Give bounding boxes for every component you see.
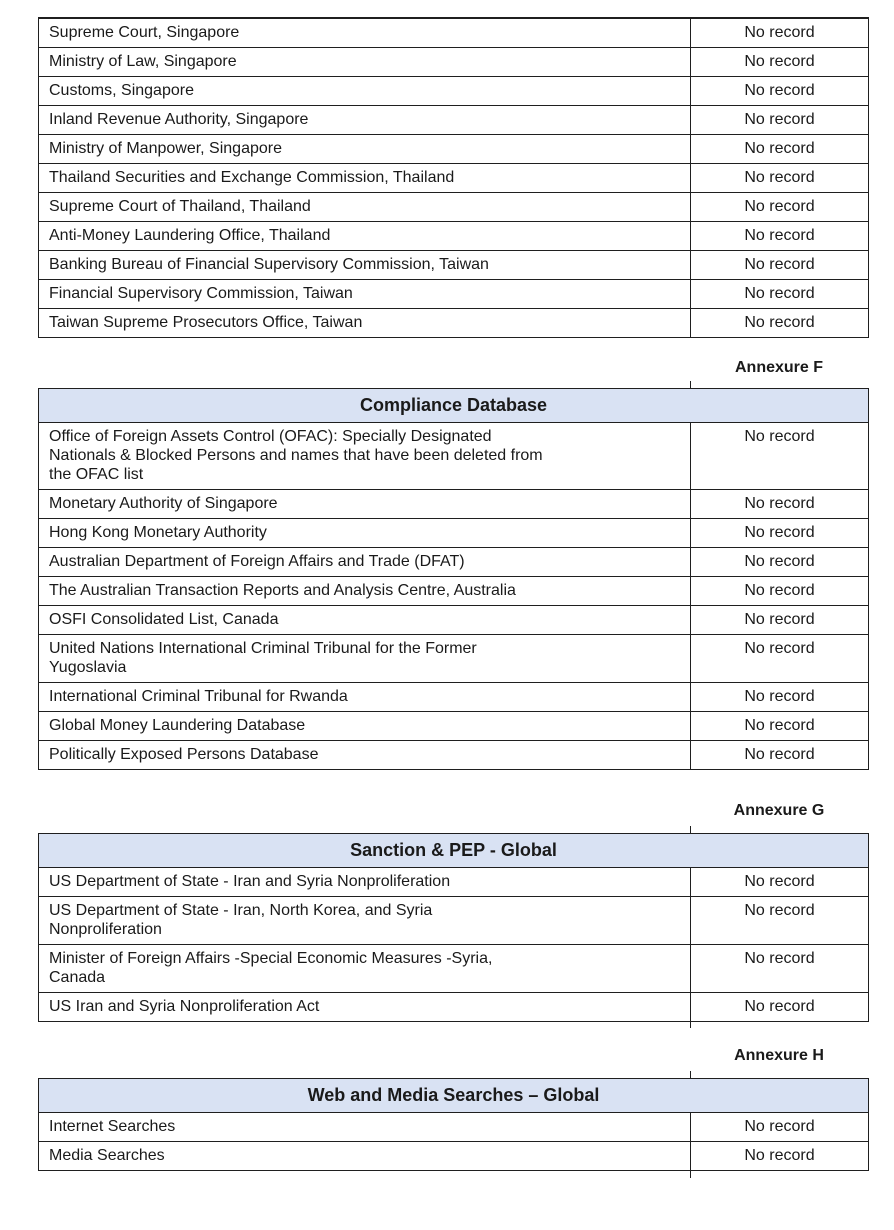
web-media-searches-table: Web and Media Searches – Global Internet… [38,1078,869,1171]
result-cell: No record [744,24,815,41]
source-name-cell: Office of Foreign Assets Control (OFAC):… [39,423,691,489]
table-row: Hong Kong Monetary Authority No record [39,518,868,547]
table-row: The Australian Transaction Reports and A… [39,576,868,605]
annexure-label-h: Annexure H [734,1047,824,1064]
annexure-label-g: Annexure G [733,802,825,819]
result-cell: No record [744,495,815,512]
result-cell: No record [744,950,815,967]
sanction-pep-global-table: Sanction & PEP - Global US Department of… [38,833,869,1022]
source-name-cell: Supreme Court, Singapore [39,19,691,47]
result-cell: No record [744,1118,815,1135]
source-name-cell: Inland Revenue Authority, Singapore [39,106,691,134]
table-row: Monetary Authority of Singapore No recor… [39,489,868,518]
table-row: Australian Department of Foreign Affairs… [39,547,868,576]
table-row: Internet Searches No record [39,1112,868,1141]
source-name-cell: Politically Exposed Persons Database [39,741,691,769]
table-row: Customs, Singapore No record [39,76,868,105]
source-name-cell: Financial Supervisory Commission, Taiwan [39,280,691,308]
table-row: Banking Bureau of Financial Supervisory … [39,250,868,279]
source-name-cell: Minister of Foreign Affairs -Special Eco… [39,945,691,992]
result-cell: No record [744,746,815,763]
result-cell: No record [744,524,815,541]
table-row: Minister of Foreign Affairs -Special Eco… [39,944,868,992]
result-cell: No record [744,873,815,890]
table-row: OSFI Consolidated List, Canada No record [39,605,868,634]
result-cell: No record [744,82,815,99]
result-cell: No record [744,582,815,599]
result-cell: No record [744,611,815,628]
result-cell: No record [744,169,815,186]
source-name-cell: OSFI Consolidated List, Canada [39,606,691,634]
table-row: US Department of State - Iran, North Kor… [39,896,868,944]
result-cell: No record [744,1147,815,1164]
source-name-cell: Taiwan Supreme Prosecutors Office, Taiwa… [39,309,691,337]
result-cell: No record [744,111,815,128]
table-row: Supreme Court of Thailand, Thailand No r… [39,192,868,221]
table-row: Global Money Laundering Database No reco… [39,711,868,740]
source-name-cell: Supreme Court of Thailand, Thailand [39,193,691,221]
result-cell: No record [744,640,815,657]
column-divider-tick [690,1071,691,1078]
source-name-cell: US Iran and Syria Nonproliferation Act [39,993,691,1021]
table-row: Ministry of Manpower, Singapore No recor… [39,134,868,163]
source-name-cell: Anti-Money Laundering Office, Thailand [39,222,691,250]
source-name-cell: US Department of State - Iran and Syria … [39,868,691,896]
result-cell: No record [744,285,815,302]
screening-results-table-continuation: Supreme Court, Singapore No record Minis… [38,17,869,338]
result-cell: No record [744,553,815,570]
result-cell: No record [744,717,815,734]
source-name-cell: Australian Department of Foreign Affairs… [39,548,691,576]
result-cell: No record [744,902,815,919]
source-name-cell: Ministry of Law, Singapore [39,48,691,76]
column-divider-tick [690,1171,691,1178]
table-row: US Iran and Syria Nonproliferation Act N… [39,992,868,1021]
source-name-cell: Thailand Securities and Exchange Commiss… [39,164,691,192]
source-name-cell: Internet Searches [39,1113,691,1141]
result-cell: No record [744,314,815,331]
source-name-cell: United Nations International Criminal Tr… [39,635,691,682]
table-header: Web and Media Searches – Global [39,1079,868,1112]
table-row: United Nations International Criminal Tr… [39,634,868,682]
source-name-cell: Monetary Authority of Singapore [39,490,691,518]
table-row: Politically Exposed Persons Database No … [39,740,868,769]
result-cell: No record [744,256,815,273]
result-cell: No record [744,198,815,215]
table-row: Anti-Money Laundering Office, Thailand N… [39,221,868,250]
result-cell: No record [744,53,815,70]
table-row: Financial Supervisory Commission, Taiwan… [39,279,868,308]
source-name-cell: Customs, Singapore [39,77,691,105]
result-cell: No record [744,998,815,1015]
table-row: Taiwan Supreme Prosecutors Office, Taiwa… [39,308,868,337]
source-name-cell: US Department of State - Iran, North Kor… [39,897,691,944]
table-row: Inland Revenue Authority, Singapore No r… [39,105,868,134]
result-cell: No record [744,428,815,445]
table-row: Media Searches No record [39,1141,868,1170]
compliance-database-table: Compliance Database Office of Foreign As… [38,388,869,770]
source-name-cell: Hong Kong Monetary Authority [39,519,691,547]
table-header: Compliance Database [39,389,868,422]
result-cell: No record [744,140,815,157]
table-row: Thailand Securities and Exchange Commiss… [39,163,868,192]
table-row: Supreme Court, Singapore No record [39,18,868,47]
source-name-cell: The Australian Transaction Reports and A… [39,577,691,605]
table-row: Ministry of Law, Singapore No record [39,47,868,76]
source-name-cell: International Criminal Tribunal for Rwan… [39,683,691,711]
table-header: Sanction & PEP - Global [39,834,868,867]
source-name-cell: Global Money Laundering Database [39,712,691,740]
source-name-cell: Ministry of Manpower, Singapore [39,135,691,163]
table-row: International Criminal Tribunal for Rwan… [39,682,868,711]
column-divider-tick [690,826,691,833]
result-cell: No record [744,227,815,244]
table-row: US Department of State - Iran and Syria … [39,867,868,896]
source-name-cell: Media Searches [39,1142,691,1170]
source-name-cell: Banking Bureau of Financial Supervisory … [39,251,691,279]
column-divider-tick [690,381,691,388]
table-row: Office of Foreign Assets Control (OFAC):… [39,422,868,489]
annexure-label-f: Annexure F [734,359,823,376]
column-divider-tick [690,1022,691,1028]
result-cell: No record [744,688,815,705]
